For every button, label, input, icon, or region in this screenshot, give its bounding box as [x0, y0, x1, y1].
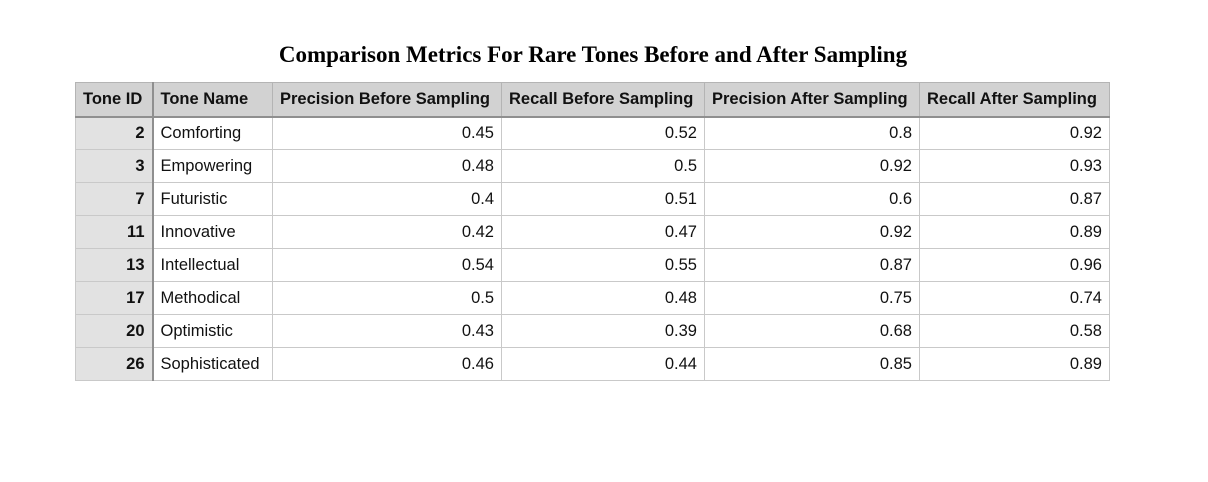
tone-id-cell: 20 — [75, 314, 154, 348]
table-row: 3 Empowering 0.48 0.5 0.92 0.93 — [75, 149, 1110, 183]
recall-after-cell: 0.58 — [919, 314, 1110, 348]
precision-after-cell: 0.6 — [704, 182, 920, 216]
tone-name-cell: Sophisticated — [152, 347, 273, 381]
tone-id-cell: 26 — [75, 347, 154, 381]
recall-after-cell: 0.87 — [919, 182, 1110, 216]
tone-name-cell: Innovative — [152, 215, 273, 249]
recall-before-cell: 0.48 — [501, 281, 705, 315]
tone-name-cell: Optimistic — [152, 314, 273, 348]
precision-after-cell: 0.92 — [704, 215, 920, 249]
tone-id-cell: 2 — [75, 116, 154, 150]
column-header-tone-name: Tone Name — [152, 82, 273, 118]
column-header-recall-before: Recall Before Sampling — [501, 82, 705, 118]
column-header-recall-after: Recall After Sampling — [919, 82, 1110, 118]
recall-before-cell: 0.47 — [501, 215, 705, 249]
recall-before-cell: 0.44 — [501, 347, 705, 381]
recall-after-cell: 0.89 — [919, 215, 1110, 249]
precision-after-cell: 0.85 — [704, 347, 920, 381]
tone-name-cell: Futuristic — [152, 182, 273, 216]
table-row: 17 Methodical 0.5 0.48 0.75 0.74 — [75, 281, 1110, 315]
tone-name-cell: Intellectual — [152, 248, 273, 282]
recall-after-cell: 0.93 — [919, 149, 1110, 183]
tone-id-cell: 7 — [75, 182, 154, 216]
table-row: 2 Comforting 0.45 0.52 0.8 0.92 — [75, 116, 1110, 150]
precision-after-cell: 0.75 — [704, 281, 920, 315]
precision-before-cell: 0.5 — [272, 281, 502, 315]
table-row: 11 Innovative 0.42 0.47 0.92 0.89 — [75, 215, 1110, 249]
precision-after-cell: 0.92 — [704, 149, 920, 183]
column-header-tone-id: Tone ID — [75, 82, 154, 118]
precision-before-cell: 0.42 — [272, 215, 502, 249]
precision-before-cell: 0.48 — [272, 149, 502, 183]
recall-before-cell: 0.39 — [501, 314, 705, 348]
precision-before-cell: 0.45 — [272, 116, 502, 150]
recall-before-cell: 0.55 — [501, 248, 705, 282]
precision-after-cell: 0.8 — [704, 116, 920, 150]
recall-after-cell: 0.92 — [919, 116, 1110, 150]
tone-id-cell: 3 — [75, 149, 154, 183]
recall-before-cell: 0.52 — [501, 116, 705, 150]
table-body: 2 Comforting 0.45 0.52 0.8 0.92 3 Empowering 0.4… — [75, 116, 1110, 381]
metrics-table: Tone ID Tone Name Precision Before Sampl… — [75, 82, 1110, 381]
tone-id-cell: 17 — [75, 281, 154, 315]
precision-before-cell: 0.4 — [272, 182, 502, 216]
precision-before-cell: 0.54 — [272, 248, 502, 282]
table-row: 13 Intellectual 0.54 0.55 0.87 0.96 — [75, 248, 1110, 282]
table-title: Comparison Metrics For Rare Tones Before… — [278, 42, 908, 67]
precision-after-cell: 0.87 — [704, 248, 920, 282]
table-row: 20 Optimistic 0.43 0.39 0.68 0.58 — [75, 314, 1110, 348]
recall-after-cell: 0.96 — [919, 248, 1110, 282]
recall-before-cell: 0.51 — [501, 182, 705, 216]
table-row: 7 Futuristic 0.4 0.51 0.6 0.87 — [75, 182, 1110, 216]
tone-name-cell: Comforting — [152, 116, 273, 150]
tone-id-cell: 11 — [75, 215, 154, 249]
table-row: 26 Sophisticated 0.46 0.44 0.85 0.89 — [75, 347, 1110, 381]
header-row: Tone ID Tone Name Precision Before Sampl… — [75, 82, 1110, 118]
recall-after-cell: 0.74 — [919, 281, 1110, 315]
precision-before-cell: 0.46 — [272, 347, 502, 381]
tone-id-cell: 13 — [75, 248, 154, 282]
tone-name-cell: Methodical — [152, 281, 273, 315]
column-header-precision-after: Precision After Sampling — [704, 82, 920, 118]
recall-before-cell: 0.5 — [501, 149, 705, 183]
recall-after-cell: 0.89 — [919, 347, 1110, 381]
tone-name-cell: Empowering — [152, 149, 273, 183]
column-header-precision-before: Precision Before Sampling — [272, 82, 502, 118]
precision-after-cell: 0.68 — [704, 314, 920, 348]
precision-before-cell: 0.43 — [272, 314, 502, 348]
